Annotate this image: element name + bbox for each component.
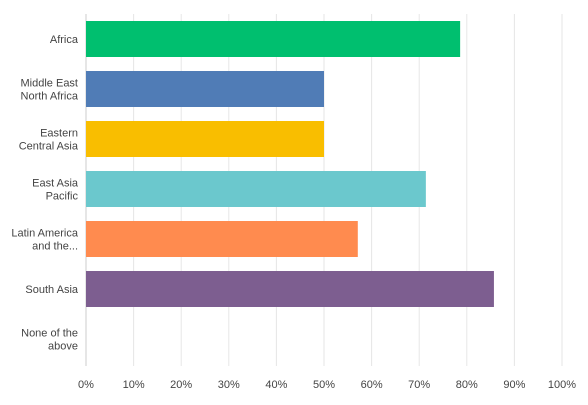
bar[interactable] xyxy=(86,271,494,307)
x-tick-label: 30% xyxy=(218,379,240,391)
category-label: Eastern Central Asia xyxy=(19,128,79,153)
bar[interactable] xyxy=(86,71,324,107)
category-label: Latin America and the... xyxy=(11,228,79,253)
x-tick-label: 60% xyxy=(361,379,383,391)
x-tick-label: 20% xyxy=(170,379,192,391)
category-label: East Asia Pacific xyxy=(32,178,79,203)
category-labels: Africa Middle East North Africa Eastern Cent… xyxy=(11,34,79,353)
x-tick-label: 0% xyxy=(78,379,94,391)
x-tick-label: 90% xyxy=(503,379,525,391)
x-tick-labels: 0% 10% 20% 30% 40% 50% 60% 70% 80% 90% 100% xyxy=(78,379,576,391)
category-label: South Asia xyxy=(25,284,78,296)
x-tick-label: 40% xyxy=(265,379,287,391)
x-tick-label: 100% xyxy=(548,379,576,391)
bar[interactable] xyxy=(86,21,461,57)
category-label: Africa xyxy=(50,34,79,46)
category-label: None of the above xyxy=(21,328,78,353)
bar[interactable] xyxy=(86,121,324,157)
bar[interactable] xyxy=(86,221,358,257)
bars xyxy=(86,21,494,307)
category-label: Middle East North Africa xyxy=(21,78,79,103)
x-tick-label: 10% xyxy=(123,379,145,391)
x-tick-label: 70% xyxy=(408,379,430,391)
x-tick-label: 80% xyxy=(456,379,478,391)
bar[interactable] xyxy=(86,171,426,207)
x-tick-label: 50% xyxy=(313,379,335,391)
